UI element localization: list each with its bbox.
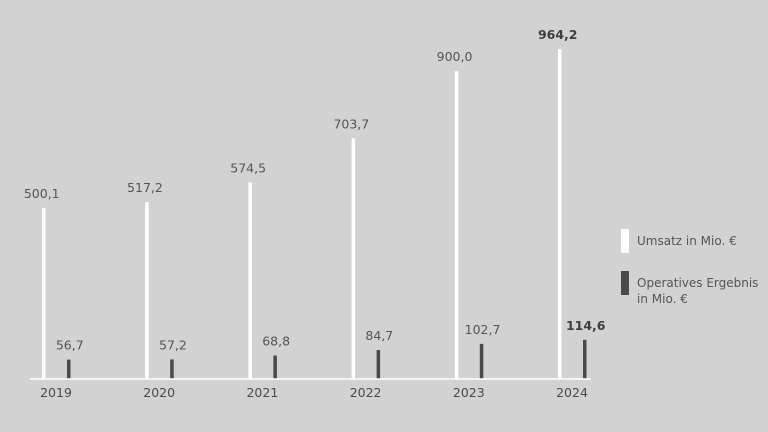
value-label-umsatz-2023: 900,0: [437, 49, 473, 64]
bar-umsatz-2023: [454, 71, 459, 379]
value-label-ergebnis-2023: 102,7: [465, 322, 501, 337]
legend-label-ergebnis: Operatives Ergebnis in Mio. €: [637, 276, 759, 306]
x-axis-ticks: 2019 2020 2021 2022 2023 2024: [40, 385, 588, 400]
legend: Umsatz in Mio. € Operatives Ergebnis in …: [621, 229, 767, 325]
value-label-umsatz-2020: 517,2: [127, 180, 163, 195]
x-tick-label-2020: 2020: [143, 385, 175, 400]
value-label-umsatz-2019: 500,1: [24, 186, 60, 201]
value-label-ergebnis-2024: 114,6: [566, 318, 606, 333]
bar-umsatz-2020: [145, 202, 149, 379]
legend-label-umsatz: Umsatz in Mio. €: [637, 234, 737, 248]
legend-swatch-ergebnis: [621, 271, 629, 295]
value-label-ergebnis-2020: 57,2: [159, 337, 187, 352]
bar-umsatz-2019: [42, 207, 46, 379]
bar-ergebnis-2022: [376, 350, 381, 379]
bar-umsatz-2022: [351, 138, 356, 379]
bar-umsatz-2021: [248, 182, 252, 379]
value-label-umsatz-2021: 574,5: [230, 161, 266, 176]
value-label-umsatz-2022: 703,7: [333, 116, 369, 131]
bar-ergebnis-2021: [273, 355, 277, 379]
x-tick-label-2022: 2022: [350, 385, 382, 400]
bar-group: [42, 49, 587, 380]
bar-ergebnis-2023: [479, 343, 484, 379]
legend-item-ergebnis: Operatives Ergebnis in Mio. €: [621, 271, 767, 307]
bar-umsatz-2024: [558, 49, 562, 380]
value-label-ergebnis-2019: 56,7: [56, 338, 84, 353]
x-tick-label-2023: 2023: [453, 385, 485, 400]
x-tick-label-2019: 2019: [40, 385, 72, 400]
value-label-ergebnis-2022: 84,7: [365, 328, 393, 343]
bar-ergebnis-2019: [67, 359, 71, 379]
x-tick-label-2021: 2021: [246, 385, 278, 400]
bar-ergebnis-2024: [583, 339, 587, 379]
value-labels: 500,1 56,7 517,2 57,2 574,5 68,8 703,7 84,7 900,…: [24, 27, 606, 352]
value-label-ergebnis-2021: 68,8: [262, 333, 290, 348]
legend-swatch-umsatz: [621, 229, 629, 253]
legend-item-umsatz: Umsatz in Mio. €: [621, 229, 767, 253]
x-tick-label-2024: 2024: [556, 385, 588, 400]
value-label-umsatz-2024: 964,2: [538, 27, 578, 42]
bar-ergebnis-2020: [170, 359, 174, 379]
